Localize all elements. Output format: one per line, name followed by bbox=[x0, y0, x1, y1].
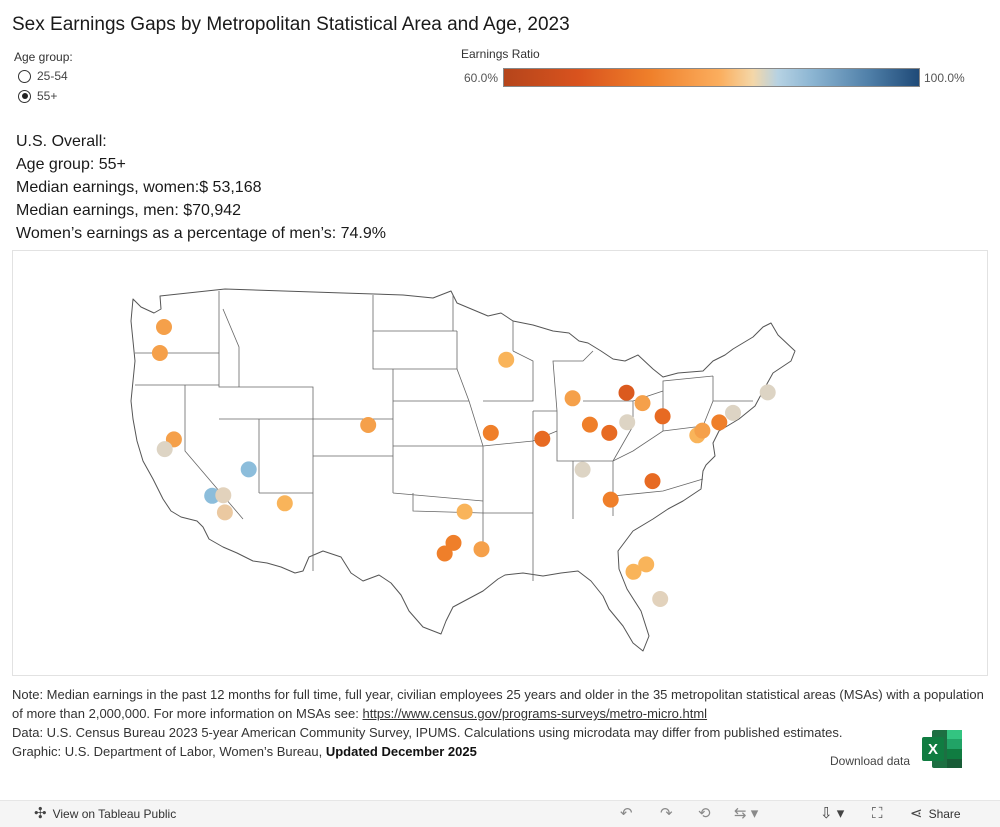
msa-point[interactable] bbox=[156, 319, 172, 335]
notes-msa-text: Note: Median earnings in the past 12 mon… bbox=[12, 687, 984, 721]
legend-max-label: 100.0% bbox=[924, 71, 965, 85]
share-label: Share bbox=[928, 806, 961, 821]
fullscreen-icon: ⛶ bbox=[872, 805, 883, 822]
msa-point[interactable] bbox=[360, 417, 377, 433]
excel-icon[interactable]: X bbox=[920, 728, 964, 770]
summary-women-earnings: Median earnings, women:$ 53,168 bbox=[16, 179, 262, 196]
msa-point[interactable] bbox=[581, 416, 598, 433]
msa-point[interactable] bbox=[436, 545, 453, 562]
state-border bbox=[135, 291, 753, 581]
age-group-option-label: 55+ bbox=[37, 89, 58, 103]
tableau-logo-icon: ✣ bbox=[34, 805, 47, 822]
msa-point[interactable] bbox=[498, 351, 515, 368]
redo-button[interactable]: ↷ bbox=[660, 806, 673, 821]
msa-point[interactable] bbox=[644, 473, 661, 490]
refresh-button[interactable]: ⇆ ▾ bbox=[734, 806, 758, 821]
age-group-option-label: 25-54 bbox=[37, 69, 68, 83]
msa-point[interactable] bbox=[601, 424, 618, 441]
notes: Note: Median earnings in the past 12 mon… bbox=[12, 685, 992, 761]
msa-point[interactable] bbox=[618, 384, 635, 401]
msa-point[interactable] bbox=[625, 563, 642, 580]
fullscreen-button[interactable]: ⛶ bbox=[872, 806, 883, 821]
notes-graphic-credit: Graphic: U.S. Department of Labor, Women… bbox=[12, 744, 326, 759]
redo-icon: ↷ bbox=[660, 805, 673, 822]
download-data-label[interactable]: Download data bbox=[830, 754, 911, 768]
msa-point[interactable] bbox=[156, 441, 173, 458]
msa-point[interactable] bbox=[456, 503, 473, 520]
summary-heading: U.S. Overall: bbox=[16, 133, 107, 150]
legend-min-label: 60.0% bbox=[464, 71, 499, 85]
msa-point[interactable] bbox=[564, 390, 581, 407]
share-button[interactable]: ⋖ Share bbox=[910, 806, 961, 821]
notes-updated: Updated December 2025 bbox=[325, 744, 477, 759]
msa-point[interactable] bbox=[445, 534, 462, 551]
msa-point[interactable] bbox=[759, 384, 776, 401]
us-overall-summary: U.S. Overall: Age group: 55+ Median earn… bbox=[16, 130, 386, 245]
msa-point[interactable] bbox=[725, 404, 741, 421]
msa-point[interactable] bbox=[215, 487, 232, 504]
msa-point[interactable] bbox=[240, 461, 257, 478]
download-menu-button[interactable]: ⇩ ▾ bbox=[820, 806, 844, 821]
msa-point[interactable] bbox=[574, 461, 591, 478]
view-on-tableau-label: View on Tableau Public bbox=[52, 806, 177, 821]
msa-point[interactable] bbox=[473, 541, 490, 558]
share-icon: ⋖ bbox=[910, 805, 923, 822]
revert-icon: ⟲ bbox=[698, 805, 711, 822]
msa-point[interactable] bbox=[482, 424, 499, 441]
age-group-option-25-54[interactable]: 25-54 bbox=[18, 69, 68, 83]
view-on-tableau-button[interactable]: ✣ View on Tableau Public bbox=[34, 806, 176, 821]
summary-ratio: Women’s earnings as a percentage of men’… bbox=[16, 225, 386, 242]
legend-color-ramp bbox=[503, 68, 920, 87]
undo-icon: ↶ bbox=[620, 805, 633, 822]
msa-point[interactable] bbox=[534, 430, 551, 447]
map-panel[interactable] bbox=[12, 250, 988, 676]
legend-title: Earnings Ratio bbox=[461, 47, 540, 61]
msa-point[interactable] bbox=[276, 495, 293, 512]
msa-point[interactable] bbox=[638, 556, 655, 573]
msa-point[interactable] bbox=[619, 414, 636, 431]
msa-points[interactable] bbox=[151, 319, 776, 607]
census-msa-link[interactable]: https://www.census.gov/programs-surveys/… bbox=[362, 706, 708, 721]
us-outline bbox=[130, 288, 796, 652]
msa-point[interactable] bbox=[634, 395, 651, 412]
tableau-toolbar: ✣ View on Tableau Public ↶ ↷ ⟲ ⇆ ▾ ⇩ ▾ ⛶… bbox=[0, 800, 1000, 827]
msa-point[interactable] bbox=[654, 408, 671, 425]
msa-point[interactable] bbox=[711, 414, 728, 431]
summary-men-earnings: Median earnings, men: $70,942 bbox=[16, 202, 242, 219]
download-icon: ⇩ ▾ bbox=[820, 805, 845, 822]
msa-point[interactable] bbox=[652, 591, 669, 607]
undo-button[interactable]: ↶ bbox=[620, 806, 633, 821]
msa-point[interactable] bbox=[602, 491, 619, 508]
msa-point[interactable] bbox=[151, 345, 168, 361]
age-group-option-55-plus[interactable]: 55+ bbox=[18, 89, 57, 103]
msa-point[interactable] bbox=[694, 422, 711, 439]
summary-age-group: Age group: 55+ bbox=[16, 156, 126, 173]
refresh-icon: ⇆ ▾ bbox=[734, 805, 759, 822]
notes-data-source: Data: U.S. Census Bureau 2023 5-year Ame… bbox=[12, 725, 843, 740]
us-map[interactable] bbox=[13, 251, 989, 677]
msa-point[interactable] bbox=[216, 504, 233, 521]
page-title: Sex Earnings Gaps by Metropolitan Statis… bbox=[12, 14, 570, 35]
radio-unchecked-icon bbox=[18, 69, 31, 83]
radio-checked-icon bbox=[18, 89, 31, 103]
revert-button[interactable]: ⟲ bbox=[698, 806, 711, 821]
excel-letter: X bbox=[928, 741, 938, 758]
age-group-label: Age group: bbox=[14, 50, 73, 64]
